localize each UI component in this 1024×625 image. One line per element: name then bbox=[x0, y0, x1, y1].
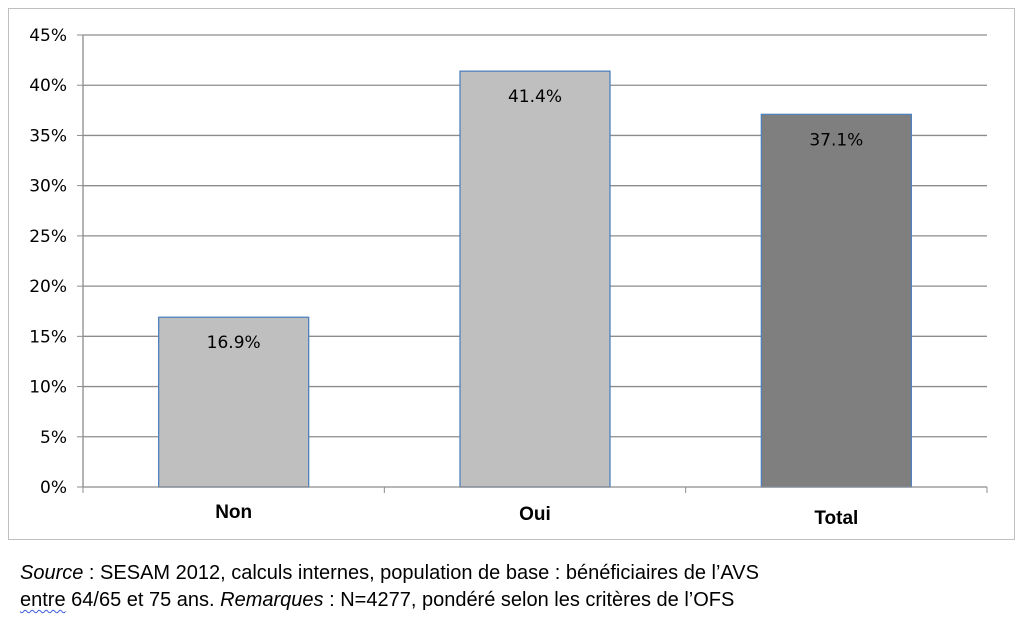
remarks-text: : N=4277, pondéré selon les critères de … bbox=[323, 589, 735, 611]
spellcheck-word: entre bbox=[20, 589, 66, 611]
y-tick-label: 30% bbox=[29, 177, 67, 197]
bar-chart: 0% 5% 10% 15% 20% 25% 30% 35% 40% 45% 16.9% Non 41.4… bbox=[29, 26, 988, 529]
chart-caption: Source : SESAM 2012, calculs internes, p… bbox=[20, 560, 1010, 614]
data-label: 37.1% bbox=[809, 130, 863, 150]
y-tick-label: 35% bbox=[29, 126, 67, 146]
y-tick-label: 25% bbox=[29, 227, 67, 247]
caption-line-2: entre 64/65 et 75 ans. Remarques : N=427… bbox=[20, 587, 1010, 614]
data-label: 16.9% bbox=[207, 333, 261, 353]
y-tick-label: 15% bbox=[29, 327, 67, 347]
y-tick-label: 5% bbox=[40, 428, 67, 448]
data-label: 41.4% bbox=[508, 87, 562, 107]
y-tick-label: 40% bbox=[29, 76, 67, 96]
remarks-label: Remarques bbox=[220, 589, 324, 611]
caption-line-1: Source : SESAM 2012, calculs internes, p… bbox=[20, 560, 1010, 587]
x-category-label: Non bbox=[215, 502, 252, 523]
bar bbox=[459, 70, 611, 488]
y-tick-label: 10% bbox=[29, 378, 67, 398]
x-category-label: Oui bbox=[519, 504, 551, 525]
source-text: : SESAM 2012, calculs internes, populati… bbox=[83, 562, 759, 584]
source-label: Source bbox=[20, 562, 84, 584]
bar bbox=[158, 316, 310, 488]
y-tick-label: 20% bbox=[29, 277, 67, 297]
y-tick-label: 0% bbox=[40, 478, 67, 498]
y-tick-label: 45% bbox=[29, 26, 67, 46]
x-category-label: Total bbox=[814, 508, 858, 529]
caption-mid-text: 64/65 et 75 ans. bbox=[65, 589, 221, 611]
bar bbox=[760, 113, 912, 488]
